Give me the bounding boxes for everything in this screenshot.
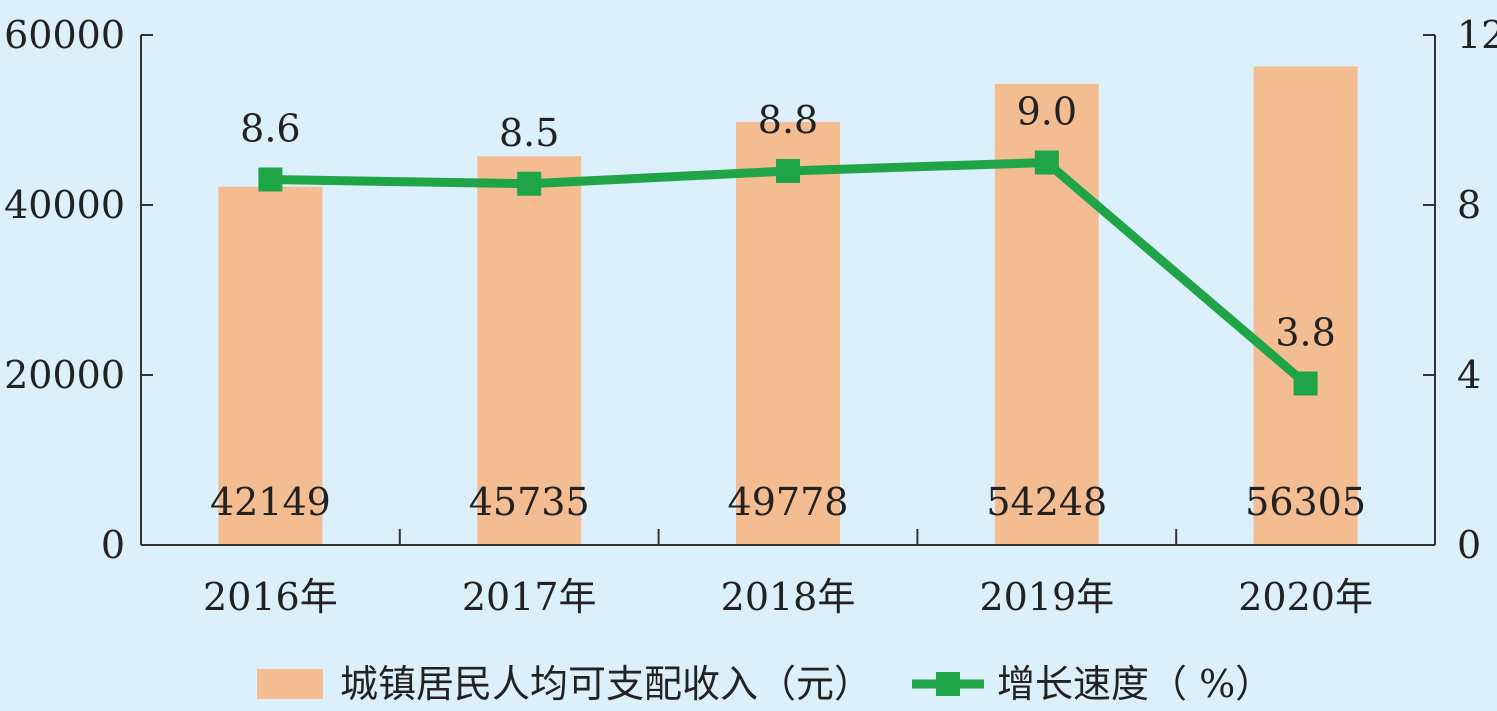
left-tick-label: 40000 — [4, 183, 125, 227]
growth-marker-1 — [258, 167, 283, 192]
bar-value-label: 45735 — [469, 480, 590, 524]
legend: 城镇居民人均可支配收入（元） 增长速度（ %） — [257, 662, 1273, 706]
bar-2 — [477, 156, 582, 545]
axes-group: 0 20000 40000 60000 0 4 8 12 2016年 2017年 2018年 2019… — [4, 13, 1497, 619]
growth-marker-3 — [776, 159, 800, 183]
bar-value-label: 49778 — [728, 480, 849, 524]
growth-value-label: 3.8 — [1275, 311, 1335, 355]
legend-bar-label: 城镇居民人均可支配收入（元） — [340, 662, 872, 706]
growth-value-label: 9.0 — [1017, 90, 1077, 134]
bar-3 — [736, 121, 840, 546]
x-tick-label: 2019年 — [979, 575, 1114, 619]
right-tick-label: 0 — [1457, 523, 1481, 567]
legend-bar-swatch — [257, 669, 323, 699]
labels-group: 42149 45735 49778 54248 56305 8.6 8.5 8.8 9.0 3.8 — [210, 90, 1366, 525]
x-tick-label: 2016年 — [203, 575, 338, 619]
left-tick-label: 60000 — [4, 13, 125, 57]
bar-1 — [218, 186, 323, 545]
growth-value-label: 8.8 — [758, 98, 818, 142]
left-tick-label: 0 — [101, 523, 125, 567]
x-tick-label: 2018年 — [721, 575, 856, 619]
bar-value-label: 56305 — [1245, 480, 1366, 524]
growth-value-label: 8.5 — [499, 111, 559, 155]
bar-value-label: 42149 — [210, 480, 331, 524]
growth-marker-4 — [1034, 150, 1059, 175]
left-tick-label: 20000 — [4, 353, 125, 397]
line-group — [258, 150, 1318, 396]
legend-line-label: 增长速度（ %） — [997, 662, 1273, 706]
x-tick-label: 2020年 — [1238, 575, 1373, 619]
right-tick-label: 4 — [1457, 353, 1481, 397]
growth-marker-2 — [517, 171, 542, 196]
x-tick-label: 2017年 — [462, 575, 597, 619]
bar-value-label: 54248 — [986, 480, 1107, 524]
growth-value-label: 8.6 — [240, 107, 300, 151]
right-tick-label: 12 — [1457, 13, 1497, 57]
growth-marker-5 — [1293, 371, 1318, 396]
legend-line-marker — [936, 672, 960, 696]
right-tick-label: 8 — [1457, 183, 1481, 227]
bar-5 — [1253, 66, 1358, 545]
